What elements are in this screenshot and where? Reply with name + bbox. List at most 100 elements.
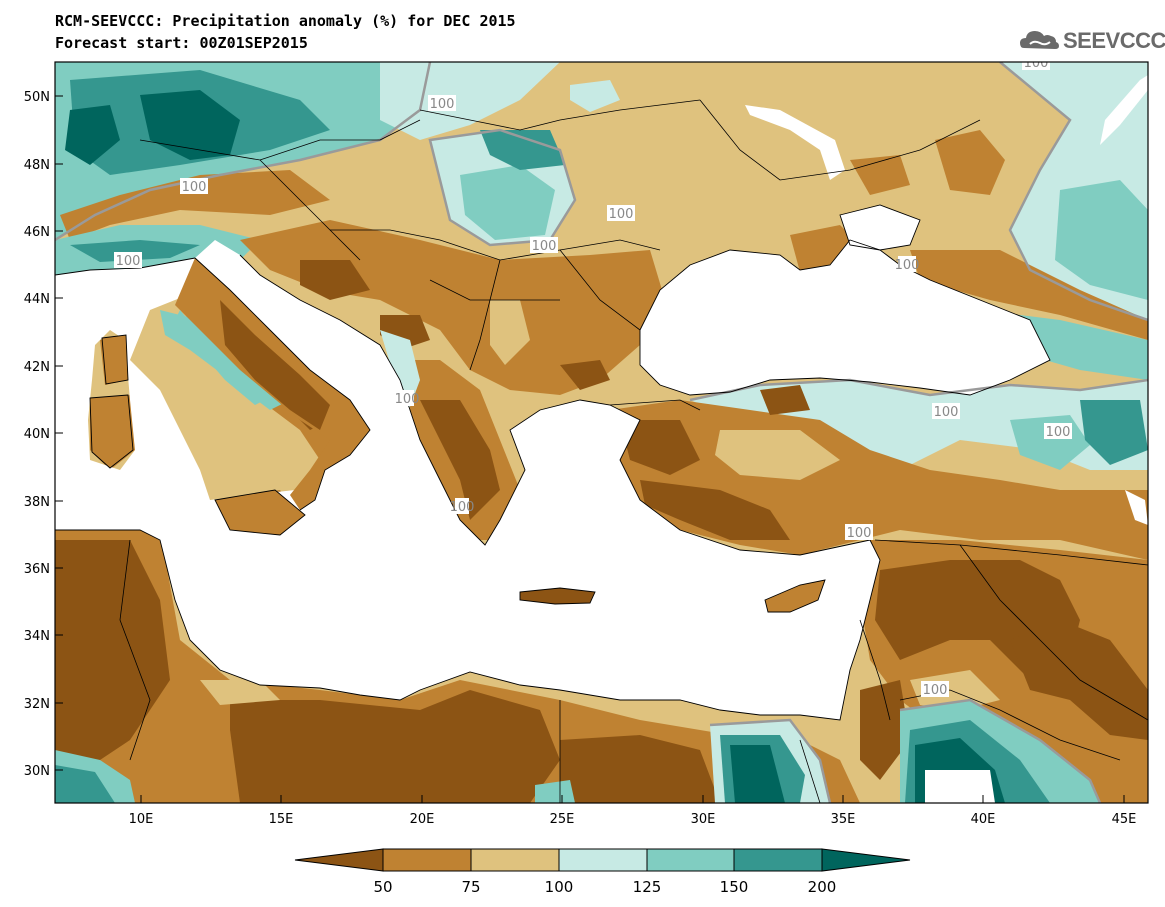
contour-label: 100 [847, 526, 872, 541]
iraq-white-patch [925, 770, 995, 803]
contour-label: 100 [934, 405, 959, 420]
colorbar-label: 75 [461, 878, 480, 896]
contour-label: 100 [1046, 425, 1071, 440]
contour-label: 100 [1024, 56, 1049, 71]
lon-label: 45E [1112, 812, 1137, 827]
jordan-light-area [910, 670, 1000, 710]
east-white-patch [1125, 490, 1148, 525]
north-pontic-dry [850, 155, 910, 195]
lat-label: 32N [24, 697, 50, 712]
libya-coast-light [200, 680, 280, 705]
contour-label: 100 [116, 254, 141, 269]
alps-extreme-wet-zone [140, 90, 240, 160]
libya-west-dry [130, 730, 240, 803]
algeria-very-wet-area [55, 765, 115, 803]
lon-label: 20E [410, 812, 435, 827]
lon-label: 40E [971, 812, 996, 827]
sinai-extreme-wet-area [730, 745, 785, 803]
lat-label: 42N [24, 360, 50, 375]
libya-very-dry [230, 690, 560, 803]
tunisia-very-dry [55, 540, 170, 760]
lon-label: 10E [129, 812, 154, 827]
colorbar-label: 50 [373, 878, 392, 896]
colorbar-segment [646, 848, 735, 872]
lon-label: 25E [550, 812, 575, 827]
contour-label: 100 [532, 239, 557, 254]
colorbar-segment [382, 848, 472, 872]
colorbar-label: 150 [720, 878, 749, 896]
lon-label: 15E [269, 812, 294, 827]
azov-sea [840, 205, 920, 250]
balkans-very-dry [300, 260, 370, 300]
contour-label: 100 [450, 500, 475, 515]
lon-label: 35E [831, 812, 856, 827]
turkey-very-dry-north [760, 385, 810, 415]
carpathian-wet-area [480, 130, 565, 170]
colorbar-label: 125 [633, 878, 662, 896]
turkey-very-dry-central [640, 480, 790, 540]
alpine-dry-belt [60, 170, 330, 240]
contour-label: 100 [395, 392, 420, 407]
forecast-start-label: Forecast start: 00Z01SEP2015 [55, 34, 308, 52]
lat-label: 48N [24, 158, 50, 173]
longitude-axis: 10E 15E 20E 25E 30E 35E 40E 45E [129, 795, 1137, 827]
contour-label: 100 [895, 258, 920, 273]
lat-label: 36N [24, 562, 50, 577]
contour-label: 100 [430, 97, 455, 112]
lat-label: 30N [24, 764, 50, 779]
colorbar-label: 100 [545, 878, 574, 896]
north-italy-very-wet [70, 240, 200, 262]
hungary-wetter-area [460, 165, 555, 240]
italy-land-dry-core [220, 300, 330, 430]
lat-label: 40N [24, 427, 50, 442]
sicily-land [215, 490, 305, 535]
ukraine-wet-spot [570, 80, 620, 112]
crete-land [520, 588, 595, 604]
map-title: RCM-SEEVCCC: Precipitation anomaly (%) f… [55, 12, 516, 30]
seevccc-logo: SEEVCCC [1063, 28, 1165, 53]
jordan-very-dry [860, 680, 910, 780]
colorbar-segment [733, 848, 823, 872]
italy-west-coast-wet [175, 310, 265, 405]
greece-very-dry [420, 400, 500, 520]
iraq-very-dry [1010, 620, 1148, 740]
libya-east-wet-spot [535, 780, 575, 803]
lat-label: 46N [24, 225, 50, 240]
turkey-light-center [715, 430, 840, 480]
lon-label: 30E [691, 812, 716, 827]
alps-extreme-wet-zone-2 [65, 105, 120, 165]
lat-label: 34N [24, 629, 50, 644]
caucasus-dry-band [910, 250, 1148, 340]
egypt-very-dry [560, 735, 720, 803]
colorbar-segment [294, 848, 384, 872]
colorbar-segment [470, 848, 560, 872]
map-field: 100 100 100 100 100 100 100 100 100 100 … [55, 56, 1148, 803]
colorbar-segment [821, 848, 911, 872]
corsica-land [102, 335, 128, 384]
cloud-icon [1020, 31, 1059, 49]
lat-label: 38N [24, 495, 50, 510]
black-sea [640, 240, 1050, 395]
ukraine-dry-area [935, 130, 1005, 195]
coastlines [55, 204, 1051, 721]
northeast-white-streak [1100, 75, 1148, 145]
colorbar: 50 75 100 125 150 200 [294, 848, 911, 896]
contour-label: 100 [923, 683, 948, 698]
lat-label: 50N [24, 90, 50, 105]
sardinia-land [90, 395, 133, 468]
contour-label-group: 100 100 100 100 100 100 100 100 100 100 … [114, 56, 1072, 698]
cyprus-land [765, 580, 825, 612]
latitude-axis: 50N 48N 46N 44N 42N 40N 38N 36N 34N 32N … [24, 90, 63, 779]
colorbar-label: 200 [808, 878, 837, 896]
bulgaria-very-dry [560, 360, 610, 390]
country-borders [119, 99, 1148, 803]
mediterranean-sea [55, 240, 880, 720]
contour-label: 100 [609, 207, 634, 222]
romania-light-strip [490, 300, 530, 365]
contour-label: 100 [182, 180, 207, 195]
colorbar-segment [558, 848, 648, 872]
turkey-very-dry-west [620, 420, 700, 475]
lat-label: 44N [24, 292, 50, 307]
northeast-wetter-area [1055, 180, 1148, 300]
